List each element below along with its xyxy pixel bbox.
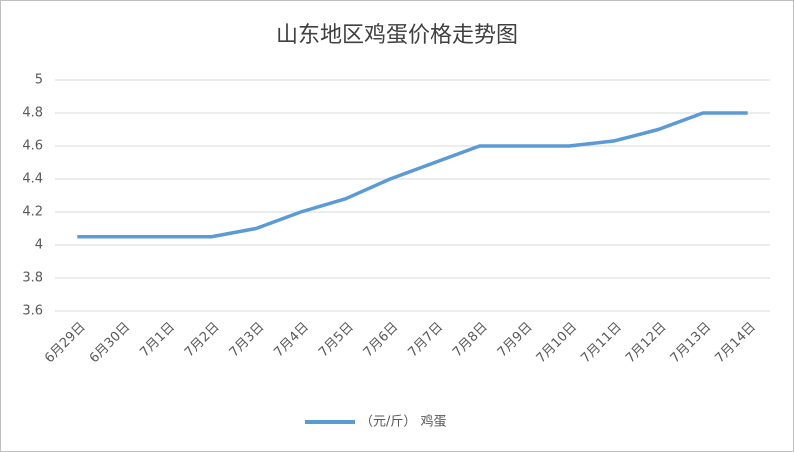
chart-title: 山东地区鸡蛋价格走势图	[276, 23, 518, 48]
y-tick-label: 4.6	[22, 139, 43, 154]
y-tick-label: 4	[35, 238, 43, 253]
y-tick-label: 4.4	[22, 172, 43, 187]
y-tick-label: 3.8	[22, 271, 43, 286]
y-tick-label: 4.2	[22, 205, 43, 220]
y-tick-label: 4.8	[22, 106, 43, 121]
y-tick-label: 3.6	[22, 304, 43, 319]
legend-label: （元/斤） 鸡蛋	[360, 414, 447, 430]
series-line	[77, 111, 748, 239]
y-tick-label: 5	[35, 73, 43, 88]
